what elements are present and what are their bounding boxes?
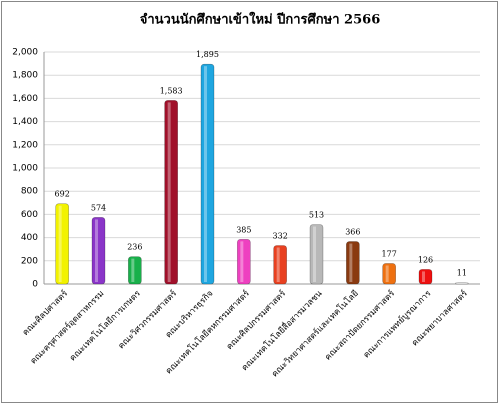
value-label: 126: [418, 255, 433, 264]
y-tick-label: 600: [21, 210, 38, 220]
bar: [273, 245, 287, 285]
value-label: 332: [273, 231, 288, 240]
bar-highlight: [131, 258, 135, 282]
bar-highlight: [422, 271, 425, 282]
y-tick-label: 2,000: [12, 48, 38, 58]
bar-highlight: [313, 226, 316, 282]
bar: [382, 263, 396, 285]
bar-highlight: [349, 243, 353, 282]
y-tick-label: 1,000: [12, 164, 38, 174]
y-tick-label: 1,600: [12, 94, 38, 104]
bar: [200, 63, 215, 285]
value-label: 574: [91, 203, 106, 212]
bar: [346, 241, 360, 285]
value-label: 1,895: [196, 50, 219, 59]
value-label: 385: [236, 225, 251, 234]
value-label: 692: [55, 190, 70, 199]
bar: [309, 224, 324, 285]
bar: [128, 256, 142, 285]
bar: [237, 239, 251, 285]
bar: [164, 100, 178, 285]
bar-highlight: [240, 241, 244, 282]
bar: [55, 203, 69, 285]
y-tick-label: 0: [32, 280, 38, 290]
bar-highlight: [204, 66, 207, 283]
bar-highlight: [276, 247, 280, 282]
y-tick-label: 1,800: [12, 71, 38, 81]
value-label: 366: [345, 228, 360, 237]
bar: [455, 282, 469, 285]
y-tick-label: 800: [21, 187, 38, 197]
y-tick-label: 1,400: [12, 117, 38, 127]
bar-highlight: [95, 219, 98, 282]
bar-highlight: [167, 102, 171, 282]
bar-highlight: [58, 205, 62, 282]
y-tick-label: 1,200: [12, 140, 38, 150]
bar: [91, 217, 106, 285]
y-tick-label: 400: [21, 233, 38, 243]
value-label: 513: [309, 210, 324, 219]
value-label: 1,583: [160, 86, 183, 95]
bar-highlight: [385, 265, 389, 282]
bar: [418, 269, 433, 285]
chart-title: จำนวนนักศึกษาเข้าใหม่ ปีการศึกษา 2566: [140, 11, 381, 28]
y-tick-label: 200: [21, 256, 38, 266]
value-label: 177: [382, 249, 397, 258]
value-label: 236: [127, 243, 142, 252]
value-label: 11: [457, 269, 467, 278]
